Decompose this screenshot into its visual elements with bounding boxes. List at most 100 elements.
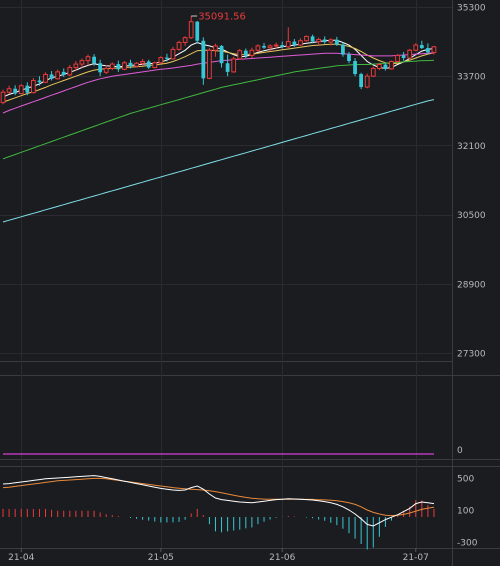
- candlestick: [413, 43, 419, 52]
- candlestick: [285, 27, 291, 49]
- candlestick: [55, 69, 61, 80]
- candle-body: [98, 63, 103, 73]
- candle-body: [103, 67, 109, 73]
- candle-body: [249, 49, 255, 56]
- candlestick: [347, 51, 351, 64]
- candle-body: [389, 60, 394, 70]
- candlestick: [18, 83, 24, 95]
- price-tick-label: 27300: [457, 350, 486, 360]
- candle-body: [413, 44, 419, 51]
- candle-body: [0, 91, 6, 104]
- candlestick: [262, 42, 266, 49]
- candlestick: [67, 64, 73, 77]
- macd-lines: [2, 475, 435, 527]
- candle-body: [225, 63, 230, 72]
- candlestick: [170, 46, 176, 60]
- candle-body: [370, 67, 376, 77]
- candlestick: [225, 54, 230, 77]
- candle-body: [316, 38, 322, 43]
- candlestick: [292, 39, 297, 47]
- candlestick: [213, 43, 218, 57]
- candlestick: [0, 89, 6, 105]
- candlestick: [92, 54, 96, 66]
- candlestick: [431, 45, 437, 55]
- candlestick: [158, 56, 164, 64]
- candle-body: [37, 80, 42, 83]
- macd-line: [2, 475, 435, 527]
- candlestick: [61, 68, 66, 78]
- indicator-panel: [0, 376, 452, 458]
- candle-body: [176, 41, 182, 50]
- candlestick: [328, 38, 334, 46]
- candlestick: [73, 61, 79, 71]
- candlestick: [359, 72, 364, 90]
- candle-body: [25, 85, 30, 93]
- candle-body: [188, 21, 194, 39]
- candle-body: [213, 45, 218, 51]
- candlestick: [280, 41, 285, 49]
- candle-body: [146, 61, 151, 68]
- candlestick: [219, 45, 224, 68]
- candle-body: [55, 71, 61, 80]
- candle-body: [170, 48, 176, 60]
- candlestick: [31, 77, 36, 94]
- candlestick: [98, 59, 103, 77]
- macd-y-axis: 500 100 -300: [457, 475, 478, 549]
- candle-body: [243, 50, 248, 56]
- candle-body: [231, 58, 237, 73]
- candlestick: [165, 53, 169, 62]
- candle-body: [322, 39, 327, 43]
- candlestick: [383, 62, 388, 71]
- candlestick: [152, 61, 158, 69]
- candle-body: [401, 55, 406, 59]
- candlestick: [6, 85, 12, 94]
- candle-body: [152, 62, 158, 69]
- candle-body: [267, 45, 273, 49]
- candlestick: [298, 38, 303, 46]
- candle-body: [140, 60, 146, 64]
- candlestick: [267, 44, 273, 52]
- price-tick-label: 33700: [457, 73, 486, 83]
- candle-body: [376, 64, 382, 69]
- candlestick: [116, 60, 121, 72]
- candlestick: [341, 42, 345, 57]
- candlestick: [322, 36, 327, 44]
- candlesticks: [0, 16, 437, 105]
- candlestick: [353, 58, 357, 77]
- candle-body: [18, 85, 24, 94]
- candlestick: [201, 37, 206, 85]
- max-annotation-label: 35091.56: [198, 12, 246, 23]
- candlestick: [370, 66, 376, 78]
- candle-body: [201, 40, 206, 79]
- candlestick: [37, 76, 42, 86]
- candle-body: [31, 80, 36, 94]
- candle-body: [49, 74, 54, 79]
- candle-body: [195, 21, 200, 41]
- candlestick: [395, 54, 400, 63]
- candle-body: [67, 67, 73, 76]
- candle-body: [364, 75, 370, 88]
- candlestick: [122, 61, 127, 71]
- candlestick: [376, 62, 382, 71]
- moving-average-lines: [2, 39, 435, 223]
- candlestick: [401, 51, 406, 61]
- price-y-axis: 35300 33700 32100 30500 28900 27300: [457, 4, 486, 360]
- candle-body: [79, 60, 85, 65]
- candlestick: [316, 37, 322, 46]
- candlestick: [182, 36, 188, 46]
- max-price-annotation: 35091.56: [191, 12, 246, 23]
- candle-body: [13, 88, 18, 94]
- candle-body: [158, 57, 164, 64]
- x-tick-label: 21-06: [269, 553, 295, 563]
- candlestick: [304, 35, 309, 42]
- candlestick: [207, 48, 212, 80]
- x-tick-label: 21-07: [403, 553, 429, 563]
- candlestick: [134, 61, 139, 68]
- candle-body: [207, 49, 212, 79]
- candle-body: [353, 61, 357, 75]
- candle-body: [431, 46, 437, 53]
- candlestick: [237, 48, 243, 60]
- candle-body: [165, 57, 169, 59]
- candle-body: [285, 41, 291, 48]
